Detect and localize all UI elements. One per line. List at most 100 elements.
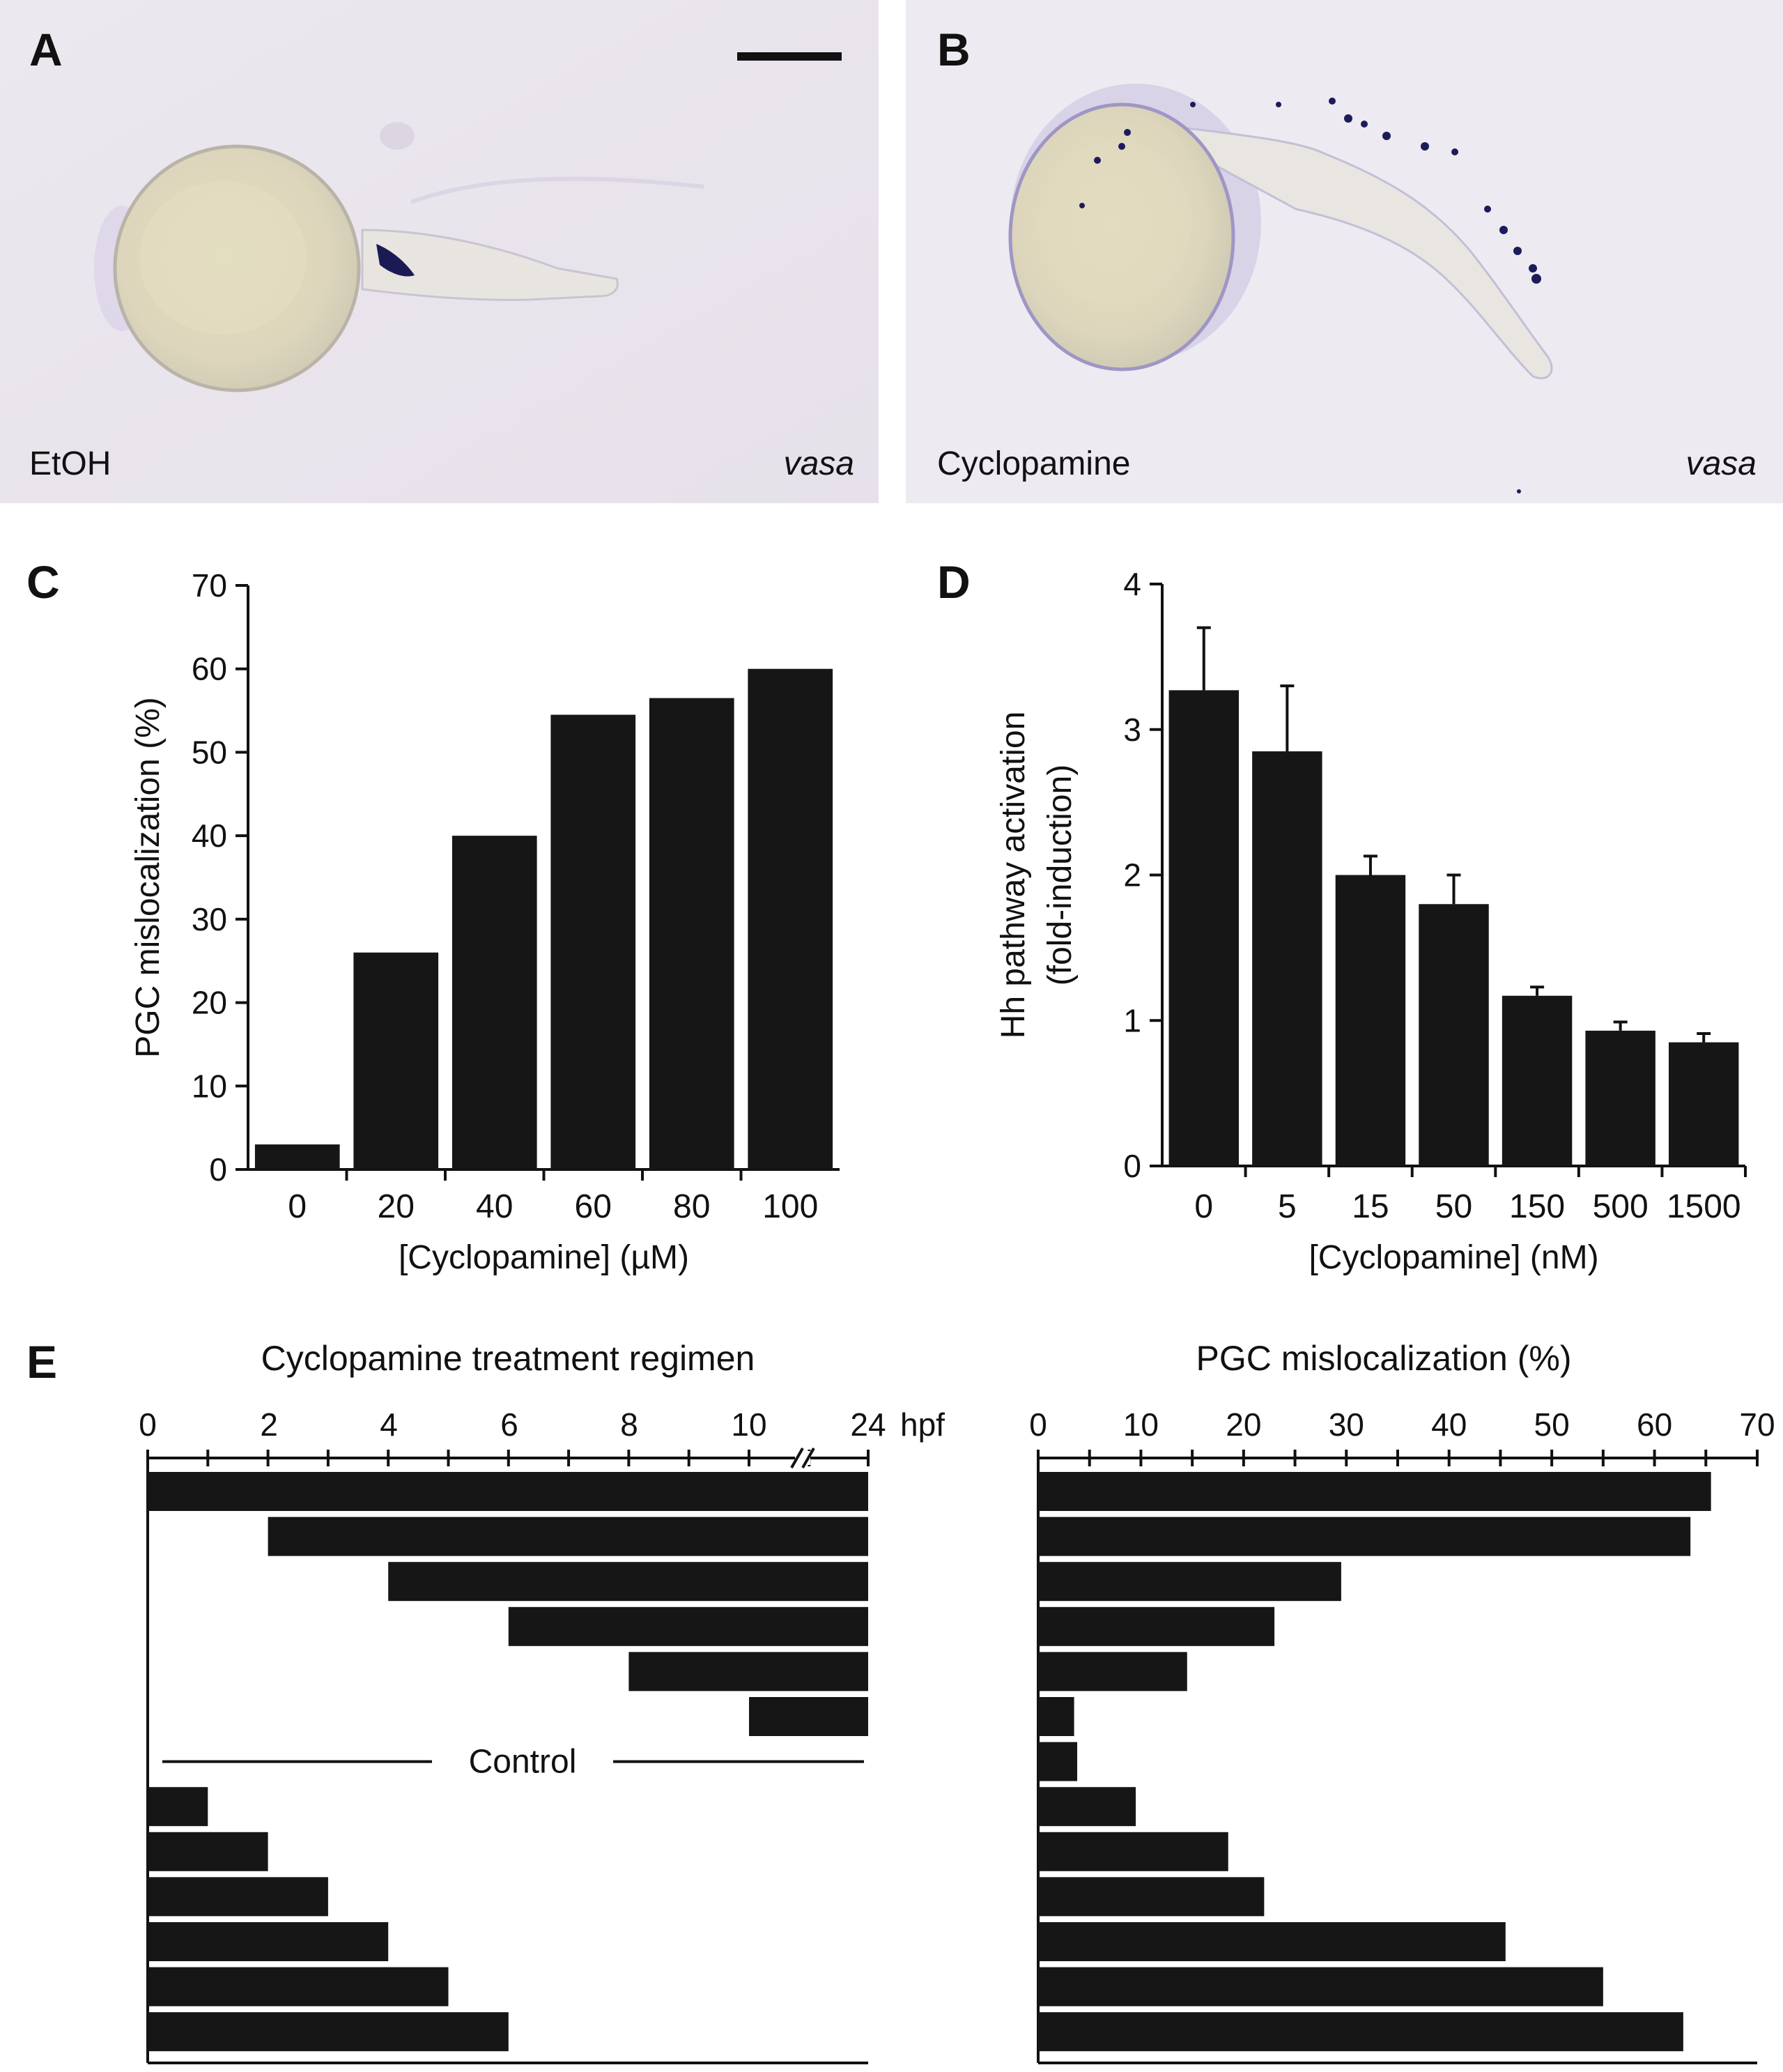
e-right-tick-label: 70 xyxy=(1739,1406,1775,1443)
d-bar xyxy=(1168,690,1240,1166)
e-right-tick-label: 40 xyxy=(1431,1406,1467,1443)
e-right-tick-label: 50 xyxy=(1534,1406,1570,1443)
d-y-tick-label: 0 xyxy=(1123,1148,1141,1184)
c-x-tick-label: 0 xyxy=(288,1188,307,1225)
d-x-tick-label: 1500 xyxy=(1667,1188,1741,1225)
d-y-tick-label: 4 xyxy=(1123,566,1141,602)
panel-letter-b: B xyxy=(937,24,971,75)
e-left-axis-break xyxy=(801,1448,815,1468)
e-left-axis-unit: hpf xyxy=(900,1406,945,1443)
embryo-etoh-image xyxy=(0,0,879,503)
c-y-tick-label: 70 xyxy=(192,567,227,604)
e-right-bar xyxy=(1038,1697,1074,1736)
c-x-tick-label: 20 xyxy=(378,1188,415,1225)
e-right-title: PGC mislocalization (%) xyxy=(1196,1339,1571,1378)
e-left-bar xyxy=(148,1967,449,2006)
photo-panel-b xyxy=(906,0,1783,503)
c-y-tick-label: 50 xyxy=(192,734,227,770)
c-y-tick-label: 60 xyxy=(192,651,227,687)
e-right-bar xyxy=(1038,1922,1506,1961)
e-left-bar xyxy=(148,1922,389,1961)
e-left-bar xyxy=(508,1606,868,1646)
c-bar xyxy=(353,952,439,1169)
e-left-bar xyxy=(388,1562,868,1602)
e-left-control-label: Control xyxy=(469,1744,577,1781)
panel-letter-c: C xyxy=(26,556,60,608)
d-bar xyxy=(1585,1030,1655,1166)
treatment-label-cyclopamine: Cyclopamine xyxy=(937,445,1131,482)
c-y-tick-label: 0 xyxy=(209,1151,227,1188)
e-left-tick-label: 6 xyxy=(500,1406,518,1443)
e-left-tick-label: 24 xyxy=(850,1406,886,1443)
c-bar xyxy=(254,1144,340,1169)
photo-panel-a xyxy=(0,0,879,503)
e-left-bar xyxy=(268,1517,869,1556)
c-x-axis-title: [Cyclopamine] (µM) xyxy=(399,1239,689,1276)
c-y-tick-label: 40 xyxy=(192,818,227,854)
d-y-tick-label: 1 xyxy=(1123,1002,1141,1038)
c-x-tick-label: 40 xyxy=(476,1188,513,1225)
d-y-tick-label: 3 xyxy=(1123,712,1141,748)
c-y-tick-label: 30 xyxy=(192,901,227,937)
e-left-tick-label: 4 xyxy=(380,1406,398,1443)
d-bar xyxy=(1252,751,1322,1166)
e-right-tick-label: 60 xyxy=(1637,1406,1672,1443)
e-left-bar xyxy=(628,1652,868,1691)
e-left-tick-label: 2 xyxy=(260,1406,278,1443)
d-x-tick-label: 500 xyxy=(1593,1188,1649,1225)
e-right-bar xyxy=(1038,1472,1711,1511)
panel-letter-d: D xyxy=(937,556,971,608)
d-x-tick-label: 0 xyxy=(1194,1188,1213,1225)
e-left-tick-label: 8 xyxy=(620,1406,638,1443)
d-x-tick-label: 150 xyxy=(1509,1188,1565,1225)
e-right-bar xyxy=(1038,1742,1078,1781)
d-x-tick-label: 5 xyxy=(1278,1188,1297,1225)
c-bar xyxy=(748,668,833,1169)
scale-bar xyxy=(737,52,842,61)
d-bar xyxy=(1419,904,1489,1166)
c-x-tick-label: 60 xyxy=(575,1188,612,1225)
e-right-bar xyxy=(1038,1652,1187,1691)
d-y-tick-label: 2 xyxy=(1123,857,1141,893)
c-y-tick-label: 10 xyxy=(192,1068,227,1104)
d-bar xyxy=(1502,995,1573,1166)
e-right-bar xyxy=(1038,1606,1275,1646)
e-left-bar xyxy=(749,1697,868,1736)
e-left-bar xyxy=(148,1472,868,1511)
d-bar xyxy=(1335,875,1406,1166)
e-left-tick-label: 0 xyxy=(139,1406,157,1443)
e-left-bar xyxy=(148,2012,509,2052)
c-bar xyxy=(649,698,734,1169)
e-right-tick-label: 20 xyxy=(1226,1406,1261,1443)
e-right-tick-label: 30 xyxy=(1329,1406,1364,1443)
treatment-label-etoh: EtOH xyxy=(29,445,111,482)
panel-letter-a: A xyxy=(29,24,63,75)
c-bar xyxy=(550,714,636,1169)
e-left-axis-break xyxy=(790,1448,804,1468)
panel-letter-e: E xyxy=(26,1336,57,1388)
e-right-bar xyxy=(1038,1967,1603,2006)
e-right-bar xyxy=(1038,1562,1341,1602)
gene-label-vasa-a: vasa xyxy=(783,445,854,482)
d-x-axis-title: [Cyclopamine] (nM) xyxy=(1309,1239,1598,1276)
e-left-bar xyxy=(148,1832,268,1871)
e-right-bar xyxy=(1038,1877,1265,1917)
e-right-bar xyxy=(1038,1517,1691,1556)
e-left-tick-label: 10 xyxy=(731,1406,766,1443)
c-x-tick-label: 100 xyxy=(762,1188,818,1225)
e-right-tick-label: 0 xyxy=(1029,1406,1047,1443)
e-right-bar xyxy=(1038,1832,1228,1871)
embryo-cyclopamine-image xyxy=(906,0,1783,503)
e-right-tick-label: 10 xyxy=(1123,1406,1159,1443)
c-x-tick-label: 80 xyxy=(673,1188,710,1225)
c-bar xyxy=(451,836,537,1169)
e-left-bar xyxy=(148,1787,208,1827)
e-left-title: Cyclopamine treatment regimen xyxy=(261,1339,755,1378)
d-x-tick-label: 15 xyxy=(1352,1188,1389,1225)
e-right-bar xyxy=(1038,2012,1683,2052)
e-right-bar xyxy=(1038,1787,1136,1827)
c-y-axis-title: PGC mislocalization (%) xyxy=(130,697,167,1057)
c-y-tick-label: 20 xyxy=(192,985,227,1021)
